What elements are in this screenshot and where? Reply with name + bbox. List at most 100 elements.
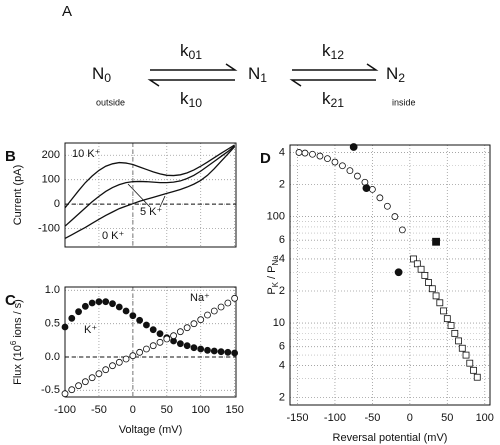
- x-tick-label: -150: [286, 412, 308, 424]
- rate-label: k21: [322, 89, 344, 110]
- point: [136, 348, 144, 356]
- series-line: [64, 144, 235, 209]
- point: [68, 386, 76, 394]
- point: [466, 359, 474, 367]
- point: [346, 167, 354, 175]
- point: [129, 312, 137, 320]
- series-label: K⁺: [84, 324, 97, 336]
- x-tick-label: 100: [192, 404, 210, 416]
- x-tick-label: -100: [324, 412, 346, 424]
- y-tick-label: 4: [279, 253, 285, 265]
- point: [432, 292, 440, 300]
- point: [136, 316, 144, 324]
- point: [231, 294, 239, 302]
- y-tick-label: 100: [267, 210, 285, 222]
- arrow: [289, 79, 376, 87]
- rate-label: k12: [322, 41, 344, 62]
- y-tick-label: 4: [279, 359, 285, 371]
- point: [224, 348, 232, 356]
- point: [295, 149, 303, 156]
- point: [75, 308, 82, 316]
- y-axis-label: Flux (106 ions / s): [9, 299, 24, 385]
- series-label: 10 K⁺: [72, 148, 101, 160]
- y-tick-label: 2: [279, 391, 285, 403]
- rate-label: k01: [180, 41, 202, 62]
- point: [122, 307, 130, 315]
- text-part: k: [322, 41, 331, 60]
- text-part: 21: [331, 96, 345, 110]
- text-part: 6: [9, 340, 18, 345]
- text-part: Na: [271, 255, 280, 266]
- point: [170, 332, 177, 340]
- x-tick-label: 150: [225, 404, 243, 416]
- point: [301, 149, 309, 157]
- point: [391, 213, 399, 220]
- rate-label: k10: [180, 89, 202, 110]
- y-tick-label: 0.5: [45, 318, 60, 330]
- arrow: [292, 63, 379, 71]
- point: [451, 329, 459, 337]
- point: [368, 185, 376, 193]
- text-part: K: [271, 281, 280, 287]
- point: [394, 268, 403, 277]
- side-label: outside: [96, 97, 125, 107]
- text-part: 10: [189, 96, 203, 110]
- point: [115, 303, 123, 311]
- text-part: Flux (10: [12, 345, 24, 385]
- point: [331, 158, 339, 166]
- point: [95, 370, 103, 378]
- point: [183, 324, 191, 332]
- text-part: N: [92, 64, 104, 83]
- side-label: inside: [392, 97, 416, 107]
- point: [115, 358, 123, 366]
- point: [440, 307, 447, 315]
- text-part: N: [248, 64, 260, 83]
- panel-label: C: [5, 292, 16, 309]
- point: [95, 298, 103, 306]
- x-tick-label: -100: [54, 404, 76, 416]
- y-tick-label: 2: [279, 285, 285, 297]
- series-label: 0 K⁺: [102, 230, 125, 242]
- point: [122, 355, 130, 363]
- point: [197, 316, 205, 324]
- point: [190, 344, 198, 352]
- y-tick-label: 0: [54, 198, 60, 210]
- point: [109, 300, 116, 308]
- point: [81, 302, 89, 310]
- point: [421, 272, 429, 279]
- plot-C: C 1.0 0.5 0.0 -0.5 -100 -50 0 50 100 150 Flux (106 …: [5, 284, 244, 436]
- point: [176, 328, 184, 336]
- point: [156, 330, 164, 338]
- point: [376, 194, 384, 202]
- point: [210, 347, 218, 355]
- x-tick-label: 100: [476, 412, 494, 424]
- state-label: N0: [92, 64, 111, 85]
- plot-frame: [289, 144, 491, 406]
- x-tick-label: -50: [91, 404, 107, 416]
- point: [413, 260, 421, 268]
- text-part: k: [322, 89, 331, 108]
- point: [324, 155, 331, 163]
- point: [129, 352, 137, 360]
- text-part: 0: [104, 71, 111, 85]
- y-tick-label: 2: [279, 178, 285, 190]
- panel-label: B: [5, 148, 16, 165]
- point: [217, 348, 225, 356]
- point: [102, 366, 110, 374]
- point: [339, 162, 346, 170]
- series-label: Na⁺: [190, 292, 210, 304]
- point: [68, 314, 76, 322]
- point: [210, 307, 218, 315]
- x-tick-label: 50: [441, 412, 453, 424]
- point: [458, 344, 466, 352]
- state-label: N2: [386, 64, 405, 85]
- point: [473, 373, 481, 381]
- point: [143, 321, 150, 329]
- y-tick-label: 100: [42, 174, 60, 186]
- y-tick-label: 10: [273, 317, 285, 329]
- point: [455, 337, 462, 345]
- point: [462, 351, 470, 359]
- point: [163, 335, 171, 343]
